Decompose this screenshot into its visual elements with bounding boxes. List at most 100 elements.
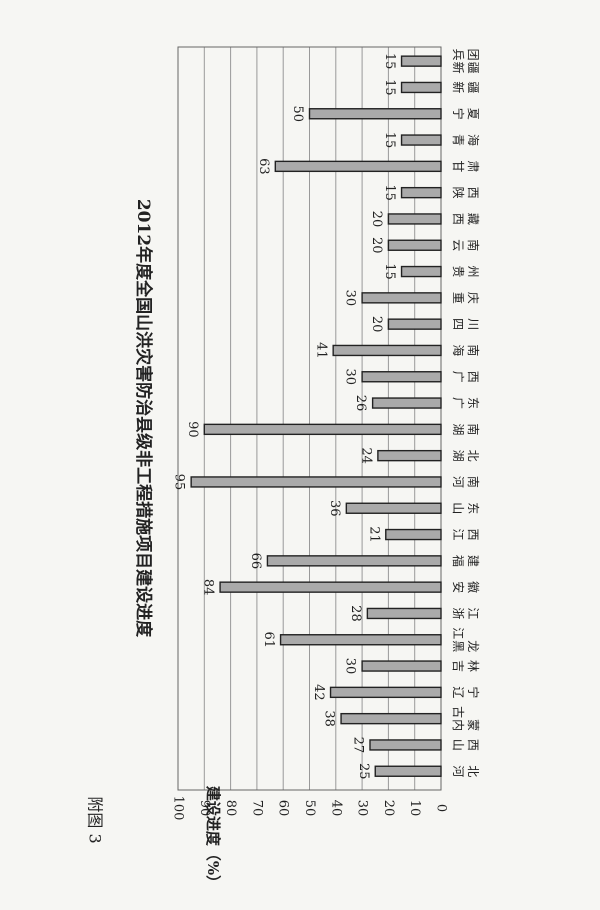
bar [400, 81, 442, 94]
chart-title: 2012年度全国山洪灾害防治县级非工程措施项目建设进度 [133, 199, 154, 638]
svg-text:重: 重 [451, 292, 465, 304]
data-label: 20 [369, 237, 384, 254]
svg-text:河: 河 [451, 476, 465, 488]
svg-text:四: 四 [451, 318, 465, 330]
category-label: 贵州 [451, 266, 480, 278]
y-tick-label: 70 [249, 800, 264, 817]
data-label: 15 [382, 79, 397, 96]
svg-text:南: 南 [466, 239, 481, 251]
data-label: 21 [366, 526, 381, 543]
y-tick-label: 100 [171, 796, 186, 821]
category-label: 广西 [451, 371, 480, 383]
bar [219, 581, 442, 593]
svg-text:云: 云 [451, 239, 465, 251]
category-label: 重庆 [451, 292, 480, 304]
bar [400, 265, 442, 278]
data-label: 42 [311, 684, 326, 701]
category-label: 河南 [451, 476, 481, 488]
svg-text:福: 福 [451, 555, 466, 567]
bar [203, 423, 442, 436]
bar [332, 344, 442, 357]
data-label: 15 [382, 53, 397, 70]
svg-text:夏: 夏 [466, 108, 480, 120]
category-label: 吉林 [451, 660, 480, 672]
svg-text:东: 东 [466, 397, 480, 409]
svg-text:安: 安 [451, 581, 466, 593]
category-label: 福建 [451, 555, 480, 567]
bar [400, 134, 442, 146]
svg-text:古: 古 [451, 706, 466, 718]
bar [385, 528, 442, 541]
y-tick-label: 50 [302, 800, 317, 817]
svg-text:建: 建 [466, 555, 480, 567]
svg-text:青: 青 [451, 134, 465, 146]
gridlines [177, 46, 442, 791]
data-label: 66 [248, 553, 263, 570]
plot-frame [177, 46, 442, 791]
svg-text:贵: 贵 [451, 266, 465, 278]
bar [308, 108, 442, 120]
category-label: 黑龙江 [451, 627, 480, 652]
data-label: 84 [201, 579, 216, 596]
svg-text:蒙: 蒙 [466, 719, 480, 731]
svg-text:西: 西 [466, 371, 480, 383]
category-label: 江西 [451, 529, 480, 541]
svg-text:团: 团 [466, 49, 480, 61]
y-axis-label: 建设进度（%） [204, 786, 222, 890]
svg-text:川: 川 [466, 318, 480, 330]
svg-text:南: 南 [466, 476, 481, 488]
category-label: 陕西 [451, 187, 480, 199]
svg-text:西: 西 [466, 739, 480, 751]
bar [366, 607, 442, 620]
y-tick-label: 20 [381, 800, 396, 817]
category-label: 湖南 [451, 423, 481, 435]
category-label: 山西 [451, 739, 480, 751]
data-label: 30 [343, 658, 358, 675]
y-tick-label: 10 [407, 800, 422, 817]
data-label: 15 [382, 263, 397, 280]
category-label: 辽宁 [451, 686, 481, 698]
category-labels: 河北山 西内 蒙古辽 宁吉 林黑 龙江浙 江安 徽福 建江 西山 东河 南湖 北湖 南广 东广 西海 南四 川重庆… [451, 49, 481, 778]
bar [387, 318, 442, 330]
svg-text:黑: 黑 [451, 640, 465, 652]
svg-text:肃: 肃 [466, 160, 480, 172]
data-label: 50 [290, 105, 305, 122]
svg-text:湖: 湖 [451, 450, 466, 462]
bar [377, 449, 442, 462]
y-axis-ticks: 0 10 20 30 40 50 60 70 80 90 100 [171, 796, 449, 821]
category-label: 湖北 [451, 450, 480, 462]
category-label: 河北 [451, 765, 480, 777]
bar [361, 371, 442, 383]
data-label: 90 [185, 421, 200, 438]
category-label: 浙江 [451, 607, 480, 619]
svg-text:内: 内 [451, 719, 465, 731]
svg-text:广: 广 [451, 371, 465, 383]
category-label: 安徽 [451, 581, 481, 593]
svg-text:西: 西 [466, 529, 480, 541]
svg-text:新: 新 [451, 81, 466, 93]
svg-text:兵: 兵 [451, 49, 465, 61]
svg-text:疆: 疆 [466, 81, 480, 93]
svg-text:河: 河 [451, 765, 465, 777]
svg-text:南: 南 [466, 344, 481, 356]
data-label: 36 [327, 500, 342, 517]
bar [387, 213, 442, 225]
data-label: 63 [256, 158, 271, 175]
bar [279, 634, 442, 646]
bar [369, 739, 442, 751]
svg-text:浙: 浙 [451, 607, 465, 619]
bar [266, 555, 442, 567]
data-label: 41 [314, 342, 329, 359]
svg-text:徽: 徽 [466, 581, 481, 593]
annex-label: 附图 3 [86, 796, 105, 843]
category-label: 新疆兵团 [451, 49, 480, 74]
category-label: 甘肃 [451, 160, 480, 172]
data-label: 30 [343, 368, 358, 385]
bar [371, 397, 442, 409]
category-label: 新疆 [451, 81, 480, 93]
svg-text:北: 北 [466, 450, 480, 462]
data-label: 30 [343, 290, 358, 307]
